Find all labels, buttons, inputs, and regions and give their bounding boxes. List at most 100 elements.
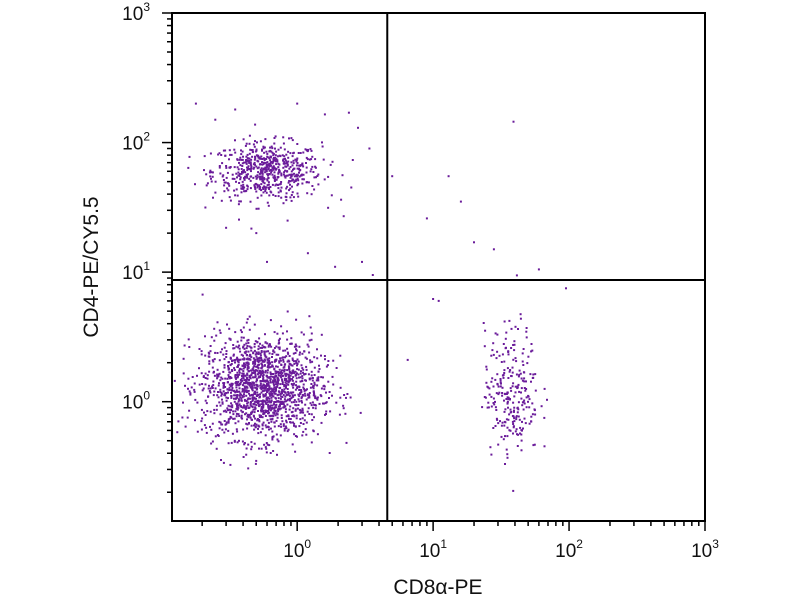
data-point (250, 227, 253, 230)
data-point (222, 386, 225, 389)
data-point (288, 394, 291, 397)
data-point (211, 385, 214, 388)
data-point (282, 349, 285, 352)
data-point (234, 397, 237, 400)
data-point (273, 137, 276, 139)
data-point (202, 387, 205, 390)
data-point (280, 395, 283, 398)
data-point (210, 336, 213, 339)
data-point (200, 408, 203, 411)
data-point (289, 183, 291, 186)
data-point (273, 392, 276, 395)
data-point (324, 358, 326, 361)
data-point (291, 139, 294, 142)
data-point (301, 407, 304, 410)
data-point (223, 431, 226, 434)
data-point (293, 345, 296, 348)
data-point (292, 196, 295, 199)
data-point (288, 399, 291, 402)
data-point (278, 348, 281, 351)
data-point (254, 340, 257, 343)
data-point (233, 400, 236, 403)
data-point (268, 343, 271, 346)
data-point (209, 350, 212, 353)
data-point (267, 387, 269, 390)
data-point (196, 430, 199, 433)
data-point (273, 367, 276, 370)
data-point (193, 388, 196, 391)
data-point (506, 396, 509, 399)
data-point (267, 183, 270, 186)
data-point (267, 344, 270, 347)
data-point (262, 411, 265, 414)
data-point (246, 339, 249, 342)
data-point (204, 206, 207, 209)
data-point (194, 419, 196, 422)
data-point (272, 435, 275, 438)
data-point (272, 376, 275, 379)
data-point (236, 360, 239, 363)
data-point (501, 353, 504, 356)
data-point (281, 383, 284, 385)
data-point (239, 156, 242, 159)
data-point (494, 406, 497, 409)
data-point (256, 174, 259, 177)
data-point (261, 161, 263, 164)
data-point (328, 391, 331, 393)
data-point (247, 397, 250, 400)
data-point (237, 363, 240, 366)
data-point (282, 403, 285, 406)
data-point (254, 186, 256, 189)
data-point (285, 400, 287, 403)
data-point (235, 384, 238, 387)
data-point (260, 387, 263, 390)
data-point (269, 394, 272, 397)
data-point (318, 402, 321, 405)
data-point (259, 342, 261, 345)
data-point (270, 345, 273, 348)
data-point (247, 350, 250, 353)
data-point (320, 421, 323, 424)
data-point (291, 155, 294, 158)
data-point (220, 376, 223, 379)
data-point (253, 323, 256, 326)
data-point (245, 321, 248, 324)
data-point (320, 376, 323, 379)
data-point (301, 417, 304, 420)
data-point (299, 418, 302, 421)
y-tick-label: 103 (122, 0, 150, 25)
data-point (217, 153, 220, 156)
data-point (508, 413, 511, 416)
data-point (260, 391, 263, 394)
data-point (258, 420, 261, 423)
data-point (260, 400, 263, 403)
data-point (272, 193, 275, 196)
data-point (283, 400, 286, 403)
data-point (255, 232, 258, 235)
data-point (257, 424, 260, 427)
data-point (287, 428, 290, 431)
data-point (254, 157, 257, 160)
data-point (233, 369, 236, 371)
data-point (262, 162, 265, 165)
data-point (294, 450, 297, 453)
data-point (307, 181, 310, 184)
data-point (268, 366, 271, 369)
data-point (300, 399, 303, 402)
data-point (223, 420, 226, 422)
data-point (233, 394, 236, 397)
data-point (250, 445, 253, 448)
data-point (256, 385, 259, 388)
data-point (283, 148, 286, 151)
data-point (246, 169, 249, 172)
data-point (254, 386, 257, 389)
data-point (267, 410, 270, 412)
data-point (256, 394, 259, 396)
data-point (213, 374, 216, 377)
data-point (523, 380, 526, 383)
data-point (292, 401, 295, 404)
data-point (222, 149, 225, 152)
data-point (233, 439, 236, 442)
data-point (260, 416, 263, 418)
data-point (283, 175, 286, 178)
